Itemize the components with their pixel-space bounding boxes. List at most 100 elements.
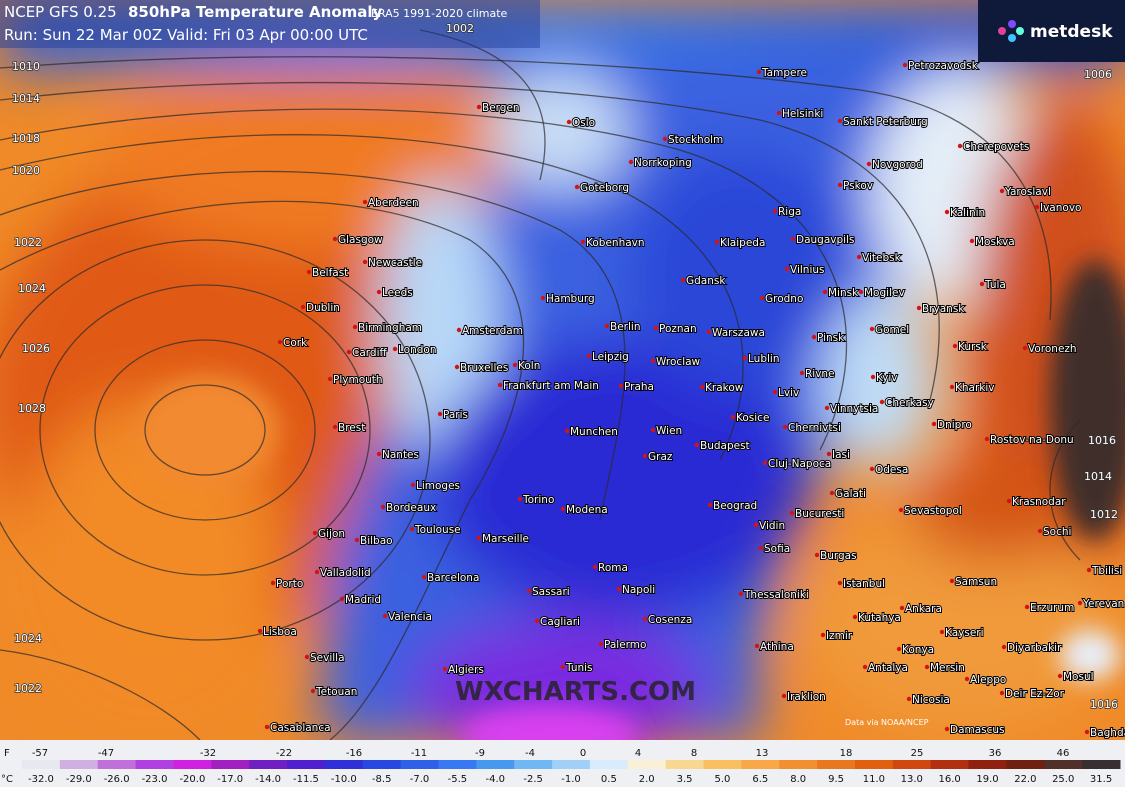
scale-swatch xyxy=(589,760,629,769)
city-label: Napoli xyxy=(622,584,655,596)
city-dot xyxy=(354,537,360,543)
city-dot xyxy=(332,236,338,242)
fahrenheit-label: -22 xyxy=(276,748,292,759)
celsius-label: -32.0 xyxy=(28,774,54,785)
city-label: Graz xyxy=(648,451,673,463)
fahrenheit-label: -11 xyxy=(411,748,427,759)
city-label: Beograd xyxy=(713,500,757,512)
city-label: Cosenza xyxy=(648,614,692,626)
isobar-label: 1022 xyxy=(14,682,42,695)
city-dot xyxy=(869,326,875,332)
city-dot xyxy=(270,580,276,586)
scale-swatch xyxy=(362,760,402,769)
celsius-label: 22.0 xyxy=(1014,774,1036,785)
city-dot xyxy=(984,436,990,442)
city-dot xyxy=(776,110,782,116)
city-dot xyxy=(314,569,320,575)
city-label: Wien xyxy=(656,425,682,437)
city-dot xyxy=(781,693,787,699)
city-label: Moskva xyxy=(975,236,1015,248)
city-dot xyxy=(820,632,826,638)
scale-swatch xyxy=(135,760,174,769)
city-label: Leipzig xyxy=(592,351,629,363)
city-dot xyxy=(476,535,482,541)
city-dot xyxy=(1022,345,1028,351)
city-dot xyxy=(534,618,540,624)
city-dot xyxy=(999,690,1005,696)
city-label: Gdansk xyxy=(686,275,726,287)
city-label: Vinnytsia xyxy=(830,403,878,415)
city-dot xyxy=(931,421,937,427)
city-label: Lviv xyxy=(778,387,799,399)
city-label: Sankt Peterburg xyxy=(843,116,928,128)
isobar-label: 1014 xyxy=(1084,470,1112,483)
city-dot xyxy=(939,629,945,635)
city-dot xyxy=(952,343,958,349)
city-label: Roma xyxy=(598,562,628,574)
city-label: Vilnius xyxy=(790,264,824,276)
city-label: Grodno xyxy=(765,293,803,305)
city-dot xyxy=(879,399,885,405)
city-label: Rivne xyxy=(805,368,835,380)
city-dot xyxy=(653,325,659,331)
city-dot xyxy=(1001,644,1007,650)
isobar-label: 1012 xyxy=(1090,508,1118,521)
city-dot xyxy=(327,376,333,382)
city-dot xyxy=(650,358,656,364)
city-dot xyxy=(566,119,572,125)
scale-swatch xyxy=(892,760,932,769)
city-label: Pskov xyxy=(843,180,873,192)
celsius-label: 0.5 xyxy=(601,774,617,785)
city-label: Vitebsk xyxy=(862,252,902,264)
city-dot xyxy=(300,304,306,310)
celsius-label: 19.0 xyxy=(976,774,998,785)
anomaly-field xyxy=(0,0,1125,765)
city-dot xyxy=(814,552,820,558)
scale-swatch xyxy=(665,760,705,769)
city-label: Cardiff xyxy=(352,347,387,359)
city-label: Deir Ez-Zor xyxy=(1005,688,1065,700)
celsius-label: -29.0 xyxy=(66,774,92,785)
city-dot xyxy=(924,664,930,670)
city-dot xyxy=(560,664,566,670)
celsius-label: 13.0 xyxy=(901,774,923,785)
isobar-label: 1018 xyxy=(12,132,40,145)
city-label: Diyarbakir xyxy=(1007,642,1062,654)
city-dot xyxy=(312,530,318,536)
city-label: Krasnodar xyxy=(1012,496,1066,508)
city-dot xyxy=(944,726,950,732)
city-label: Dnipro xyxy=(937,419,972,431)
city-dot xyxy=(898,507,904,513)
isobar-labels: 1010 1014 1018 1020 1022 1024 1026 1028 1024 1022… xyxy=(11,21,1119,712)
city-label: Bilbao xyxy=(360,535,393,547)
city-label: Madrid xyxy=(345,594,381,606)
city-dot xyxy=(862,664,868,670)
city-dot xyxy=(754,643,760,649)
city-dot xyxy=(410,482,416,488)
city-label: Nicosia xyxy=(912,694,950,706)
fahrenheit-label: 8 xyxy=(691,748,697,759)
city-dot xyxy=(310,688,316,694)
city-dot xyxy=(642,453,648,459)
isobar-label: 1010 xyxy=(12,60,40,73)
city-label: Amsterdam xyxy=(462,325,523,337)
climate-note: ERA5 1991-2020 climate xyxy=(371,7,508,20)
city-label: Cluj-Napoca xyxy=(768,458,831,470)
fahrenheit-label: -16 xyxy=(346,748,362,759)
city-dot xyxy=(1037,528,1043,534)
scale-swatch xyxy=(703,760,742,769)
city-dot xyxy=(352,324,358,330)
city-label: Budapest xyxy=(700,440,750,452)
city-dot xyxy=(526,588,532,594)
city-dot xyxy=(772,208,778,214)
scale-swatch xyxy=(1044,760,1083,769)
city-dot xyxy=(799,370,805,376)
city-dot xyxy=(604,323,610,329)
city-dot xyxy=(753,522,759,528)
celsius-label: -2.5 xyxy=(523,774,543,785)
isobar-label: 1014 xyxy=(12,92,40,105)
city-label: Mogilev xyxy=(864,287,905,299)
scale-swatch xyxy=(854,760,894,769)
city-label: Modena xyxy=(566,504,608,516)
city-label: Lisboa xyxy=(263,626,297,638)
